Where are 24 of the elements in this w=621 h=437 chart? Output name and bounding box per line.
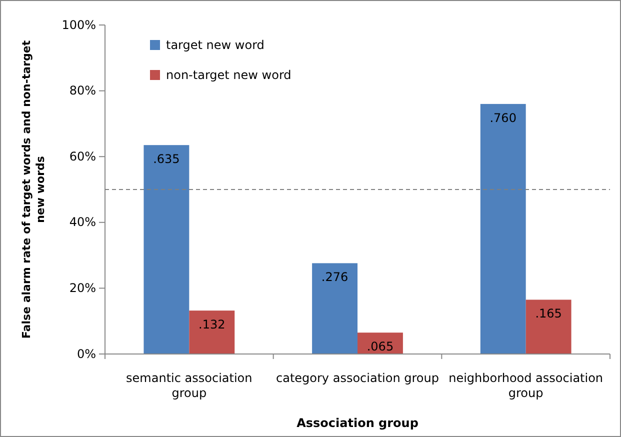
x-tick-label: neighborhood association group (448, 371, 604, 400)
y-tick-label: 0% (76, 346, 96, 361)
bar (480, 104, 526, 354)
y-tick-label: 60% (69, 149, 96, 164)
y-tick-label: 20% (69, 281, 96, 296)
y-tick-label: 100% (62, 18, 96, 32)
x-tick-label: semantic association group (126, 371, 252, 400)
y-axis-title: False alarm rate of target words and non-target new words (20, 40, 47, 339)
legend-label: target new word (166, 38, 264, 52)
bar (189, 310, 235, 354)
bar (312, 263, 358, 354)
data-label: .760 (490, 110, 516, 125)
legend-label: non-target new word (166, 68, 292, 82)
bar (526, 300, 572, 354)
y-tick-label: 40% (69, 215, 96, 230)
data-label: .276 (321, 270, 348, 284)
data-label: .132 (198, 318, 226, 332)
bar (144, 145, 190, 354)
x-tick-label: category association group (276, 371, 439, 385)
y-tick-label: 80% (69, 84, 96, 98)
data-label: .165 (535, 306, 562, 321)
x-axis-title: Association group (296, 416, 419, 430)
data-label: .065 (366, 340, 394, 354)
data-label: .635 (153, 152, 180, 166)
